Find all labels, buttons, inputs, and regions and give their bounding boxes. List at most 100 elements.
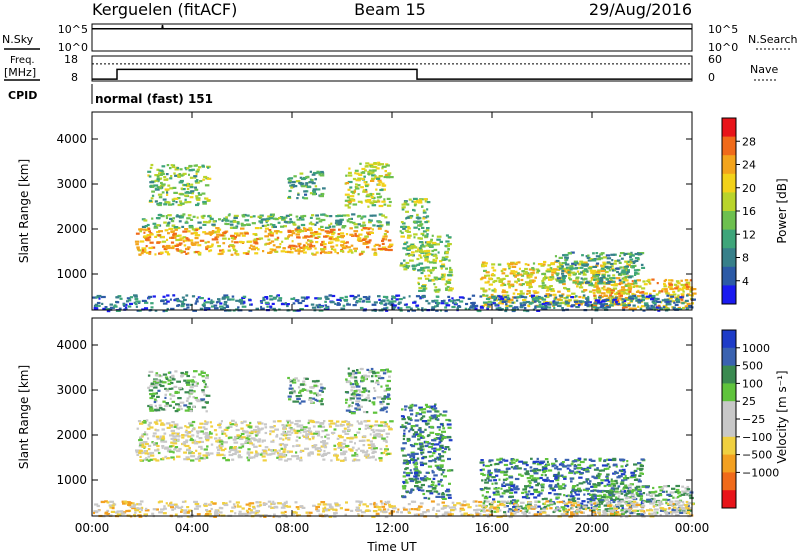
scatter-cell (445, 240, 450, 243)
scatter-cell (355, 459, 361, 462)
scatter-cell (431, 454, 434, 457)
scatter-cell (564, 303, 570, 306)
scatter-cell (387, 425, 390, 428)
scatter-cell (295, 299, 300, 302)
scatter-cell (362, 227, 367, 230)
scatter-cell (181, 300, 184, 304)
cpid-value: normal (fast) 151 (95, 92, 213, 106)
colorbar-tick-label: 20 (742, 182, 756, 195)
scatter-cell (535, 460, 540, 463)
scatter-cell (353, 230, 359, 233)
scatter-cell (264, 431, 268, 435)
scatter-cell (240, 427, 244, 430)
scatter-cell (417, 486, 423, 489)
scatter-cell (404, 468, 407, 471)
scatter-cell (317, 232, 322, 235)
scatter-cell (459, 300, 464, 303)
scatter-cell (508, 483, 514, 486)
scatter-cell (381, 407, 387, 410)
scatter-cell (147, 374, 151, 377)
scatter-cell (153, 442, 158, 445)
scatter-cell (291, 183, 296, 186)
scatter-cell (599, 277, 603, 280)
scatter-cell (159, 177, 163, 180)
scatter-cell (347, 428, 351, 432)
colorbar-swatch (722, 229, 736, 249)
scatter-cell (419, 445, 425, 448)
scatter-cell (377, 161, 381, 164)
scatter-cell (513, 505, 517, 508)
scatter-cell (205, 374, 209, 377)
scatter-cell (591, 259, 597, 262)
scatter-cell (152, 380, 157, 383)
scatter-cell (445, 255, 449, 258)
scatter-cell (270, 430, 275, 433)
scatter-cell (374, 381, 380, 384)
scatter-cell (448, 439, 453, 442)
scatter-cell (625, 464, 628, 467)
scatter-cell (407, 254, 411, 257)
scatter-cell (563, 278, 566, 282)
scatter-cell (246, 223, 251, 226)
scatter-cell (526, 292, 529, 295)
scatter-cell (488, 472, 493, 475)
scatter-cell (141, 247, 147, 250)
scatter-cell (477, 309, 482, 313)
scatter-cell (190, 459, 195, 462)
scatter-cell (173, 448, 177, 451)
scatter-cell (362, 237, 368, 240)
scatter-cell (148, 230, 151, 233)
scatter-cell (320, 440, 323, 444)
scatter-cell (188, 402, 193, 405)
scatter-cell (262, 296, 265, 299)
scatter-cell (348, 374, 351, 377)
scatter-cell (402, 480, 406, 484)
scatter-cell (345, 378, 348, 381)
scatter-cell (639, 307, 643, 311)
scatter-cell (528, 285, 533, 288)
scatter-cell (495, 474, 499, 477)
scatter-cell (315, 188, 321, 191)
scatter-cell (233, 226, 237, 229)
scatter-cell (173, 385, 178, 388)
scatter-cell (282, 454, 287, 457)
scatter-cell (641, 499, 644, 502)
scatter-cell (447, 494, 452, 497)
scatter-cell (615, 296, 618, 299)
scatter-cell (572, 273, 577, 276)
scatter-cell (162, 310, 166, 313)
scatter-cell (431, 459, 437, 462)
scatter-cell (570, 493, 573, 496)
scatter-cell (493, 298, 496, 302)
scatter-cell (318, 389, 323, 392)
scatter-cell (367, 390, 371, 393)
scatter-cell (402, 496, 407, 499)
scatter-cell (481, 468, 485, 471)
scatter-cell (487, 475, 492, 478)
scatter-cell (190, 239, 194, 242)
scatter-cell (157, 203, 162, 207)
scatter-cell (147, 295, 153, 298)
scatter-cell (285, 303, 290, 306)
scatter-cell (615, 465, 618, 468)
scatter-cell (399, 230, 402, 233)
scatter-cell (149, 405, 153, 408)
scatter-cell (541, 284, 547, 287)
scatter-cell (235, 299, 241, 302)
scatter-cell (673, 283, 678, 286)
scatter-cell (371, 303, 377, 306)
scatter-cell (376, 396, 382, 399)
scatter-cell (629, 285, 633, 288)
scatter-cell (481, 494, 484, 497)
scatter-cell (287, 181, 292, 184)
scatter-cell (426, 242, 431, 246)
scatter-cell (270, 240, 275, 243)
scatter-cell (401, 208, 405, 211)
scatter-cell (334, 454, 339, 457)
scatter-cell (248, 456, 253, 459)
scatter-cell (405, 265, 411, 268)
scatter-cell (372, 403, 376, 406)
scatter-cell (489, 463, 493, 467)
scatter-cell (441, 274, 444, 277)
scatter-cell (337, 444, 342, 447)
